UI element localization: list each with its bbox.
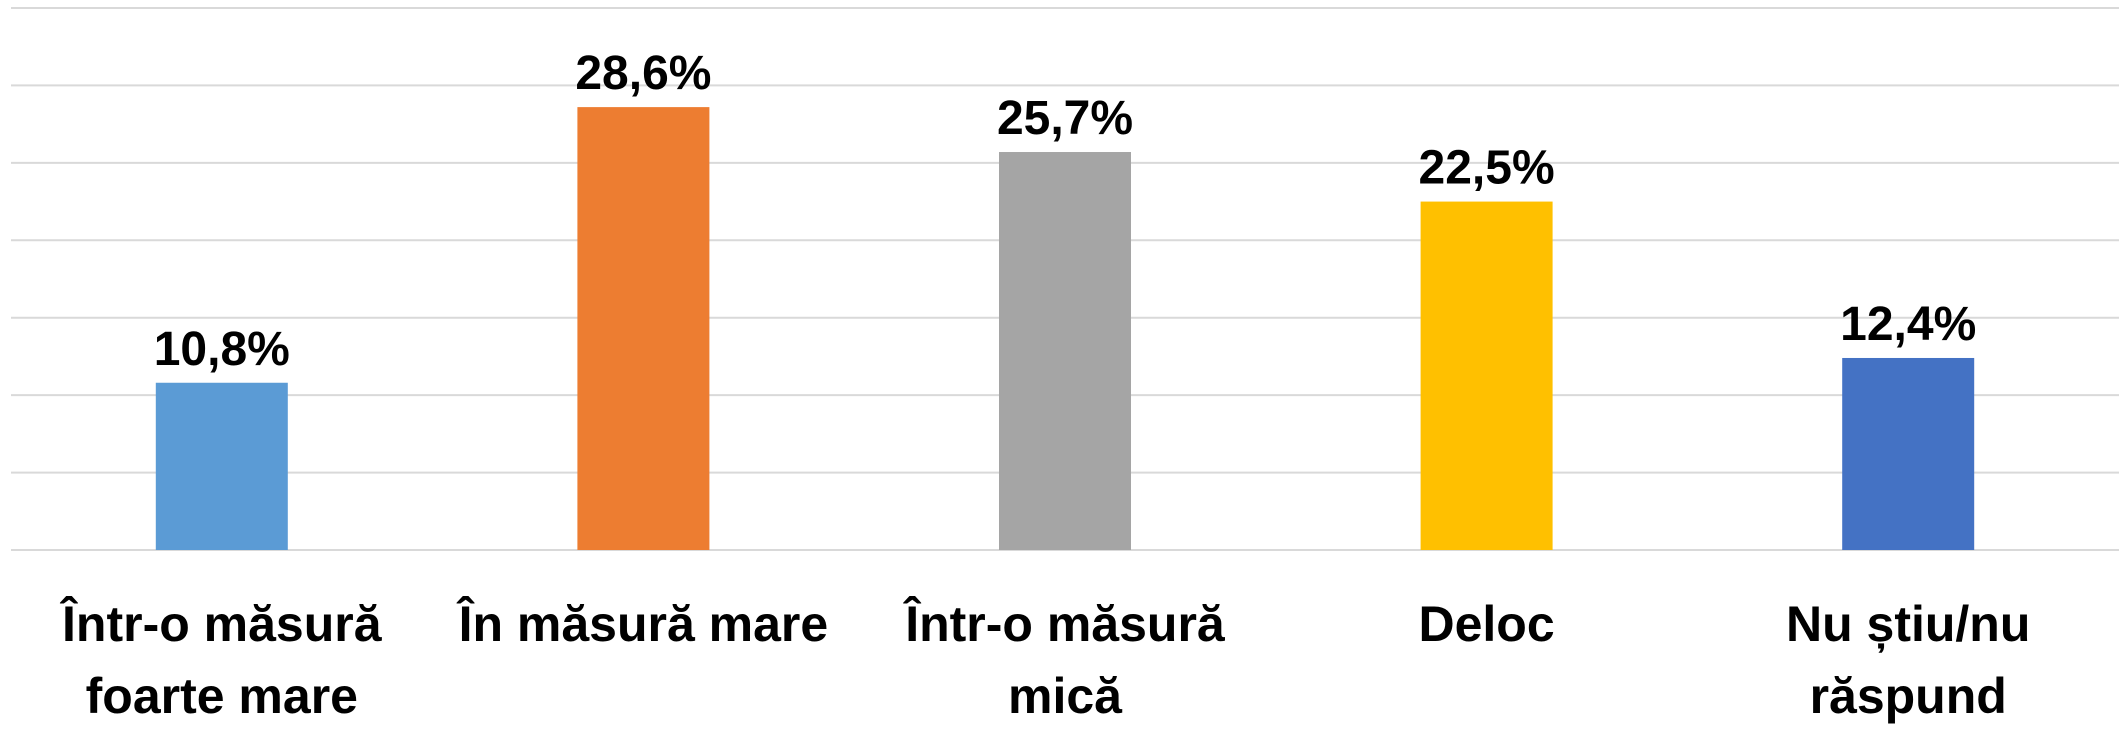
data-label: 10,8%: [154, 323, 290, 376]
x-tick-label: Într-o măsură foarte mare: [62, 596, 382, 724]
x-tick-label: Nu știu/nu răspund: [1785, 596, 2031, 724]
x-tick-label: În măsură mare: [458, 596, 829, 652]
x-tick-label: Deloc: [1418, 596, 1555, 652]
data-label: 25,7%: [997, 92, 1133, 145]
data-label: 12,4%: [1840, 298, 1976, 351]
x-tick-label: Într-o măsură mică: [905, 596, 1225, 724]
bar: [1420, 201, 1553, 551]
bar: [155, 382, 288, 550]
bar: [999, 152, 1131, 550]
bar: [1842, 357, 1975, 550]
plot: 10,8% 28,6% 25,7% 22,5% 12,4%: [11, 7, 2119, 551]
data-label: 22,5%: [1419, 142, 1555, 195]
bar: [577, 107, 710, 550]
data-label: 28,6%: [575, 47, 711, 100]
